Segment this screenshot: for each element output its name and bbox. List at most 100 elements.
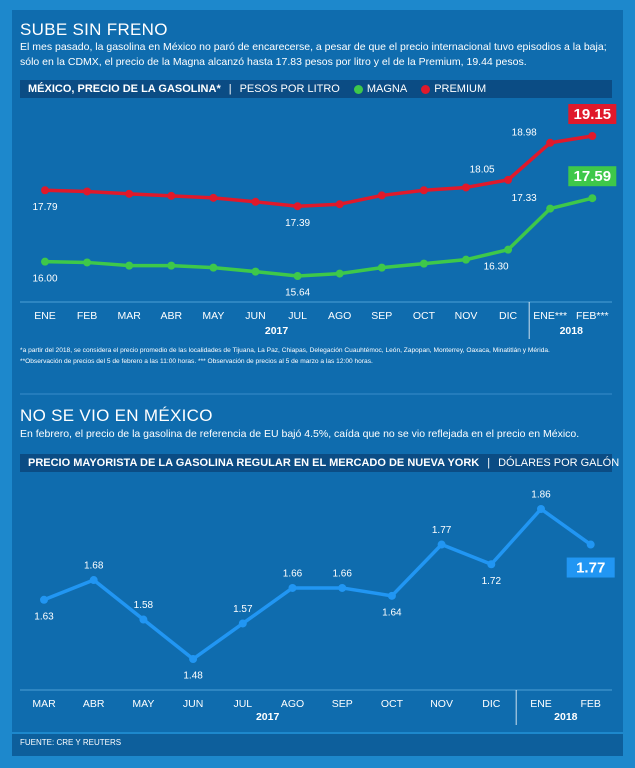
data-point: [338, 583, 347, 592]
value-label: 1.68: [84, 561, 104, 572]
separator: |: [487, 457, 491, 469]
data-point: [419, 259, 428, 268]
data-point: [504, 245, 513, 254]
section-subtitle: El mes pasado, la gasolina en México no …: [20, 41, 607, 68]
group-label: 2017: [256, 711, 280, 723]
x-tick-label: ABR: [83, 698, 105, 710]
x-tick-label: MAR: [118, 310, 142, 322]
data-point: [167, 191, 176, 200]
data-point: [546, 138, 555, 147]
value-label: 16.00: [32, 273, 57, 284]
x-tick-label: MAY: [132, 698, 154, 710]
data-point: [546, 204, 555, 213]
data-point: [504, 175, 513, 184]
x-tick-label: NOV: [430, 698, 453, 710]
value-label: 1.66: [283, 569, 303, 580]
data-point: [387, 591, 396, 600]
unit: PESOS POR LITRO: [239, 83, 340, 95]
data-point: [335, 269, 344, 278]
value-label: 1.57: [233, 604, 253, 615]
x-tick-label: DIC: [482, 698, 501, 710]
data-point: [419, 186, 428, 195]
data-point: [293, 202, 302, 211]
legend-swatch: [353, 84, 363, 94]
data-point: [251, 267, 260, 276]
data-point: [139, 615, 148, 624]
data-point: [487, 560, 496, 569]
highlight-box: [568, 166, 617, 187]
section-title: NO SE VIO EN MÉXICO: [20, 406, 213, 425]
value-label: 18.98: [512, 127, 537, 138]
data-point: [83, 258, 92, 267]
chart-header: PRECIO MAYORISTA DE LA GASOLINA REGULAR …: [20, 454, 619, 472]
data-point: [537, 505, 545, 513]
x-tick-label: ABR: [161, 310, 183, 322]
group-label: 2017: [265, 325, 289, 337]
data-point: [588, 194, 597, 203]
legend-item: PREMIUM: [421, 83, 486, 95]
group-label: 2018: [554, 711, 578, 723]
group-label: 2018: [560, 325, 584, 337]
panel: [12, 10, 623, 732]
data-point: [377, 263, 386, 272]
x-tick-label: NOV: [455, 310, 478, 322]
legend-label: PREMIUM: [434, 83, 487, 95]
x-tick-label: ENE: [34, 310, 56, 322]
data-point: [41, 186, 49, 195]
x-tick-label: SEP: [332, 698, 353, 710]
x-tick-label: JUL: [288, 310, 307, 322]
series-line: [44, 196, 593, 278]
data-point: [437, 540, 446, 549]
highlight-label: 17.59: [574, 168, 612, 185]
data-point: [40, 595, 48, 604]
data-point: [41, 257, 49, 266]
x-tick-label: JUN: [245, 310, 265, 322]
x-tick-label: ENE***: [533, 310, 567, 322]
data-point: [209, 263, 218, 272]
highlight-box: [566, 557, 615, 578]
highlight-box: [568, 104, 617, 124]
highlight-label: 1.77: [576, 559, 605, 576]
data-point: [125, 261, 134, 270]
value-label: 1.48: [183, 671, 203, 682]
data-point: [288, 583, 297, 592]
data-point: [462, 183, 470, 192]
value-label: 15.64: [285, 288, 310, 299]
section-subtitle: En febrero, el precio de la gasolina de …: [20, 428, 580, 440]
x-tick-label: SEP: [371, 310, 392, 322]
x-tick-label: MAY: [202, 310, 224, 322]
series-line: [43, 507, 592, 661]
data-point: [83, 187, 92, 196]
value-label: 1.58: [134, 600, 154, 611]
note: *a partir del 2018, se considera el prec…: [20, 347, 550, 354]
value-label: 17.39: [285, 218, 310, 229]
data-point: [189, 655, 198, 663]
x-tick-label: AGO: [328, 310, 351, 322]
legend-label: MAGNA: [366, 83, 408, 95]
highlight-label: 19.15: [574, 106, 612, 123]
x-tick-label: OCT: [381, 698, 404, 710]
data-point: [209, 193, 218, 202]
value-label: 17.79: [32, 202, 57, 213]
data-point: [335, 200, 344, 209]
value-label: 1.77: [432, 525, 452, 536]
notes: *a partir del 2018, se considera el prec…: [20, 345, 620, 367]
x-tick-label: AGO: [281, 698, 304, 710]
separator: |: [228, 83, 232, 95]
data-point: [238, 619, 247, 628]
chart-header: MÉXICO, PRECIO DE LA GASOLINA* | PESOS PO…: [20, 80, 612, 98]
chart-title: PRECIO MAYORISTA DE LA GASOLINA REGULAR …: [28, 457, 480, 469]
value-label: 1.86: [531, 490, 551, 501]
value-label: 17.33: [512, 193, 537, 204]
value-label: 16.30: [484, 261, 509, 272]
value-label: 1.72: [482, 576, 502, 587]
x-tick-label: FEB: [580, 698, 600, 710]
x-tick-label: ENE: [530, 698, 552, 710]
data-point: [586, 540, 595, 549]
note: **Observación de precios del 5 de febrer…: [20, 358, 373, 365]
value-label: 18.05: [470, 165, 495, 176]
section-title: SUBE SIN FRENO: [20, 20, 168, 39]
data-point: [167, 261, 176, 270]
